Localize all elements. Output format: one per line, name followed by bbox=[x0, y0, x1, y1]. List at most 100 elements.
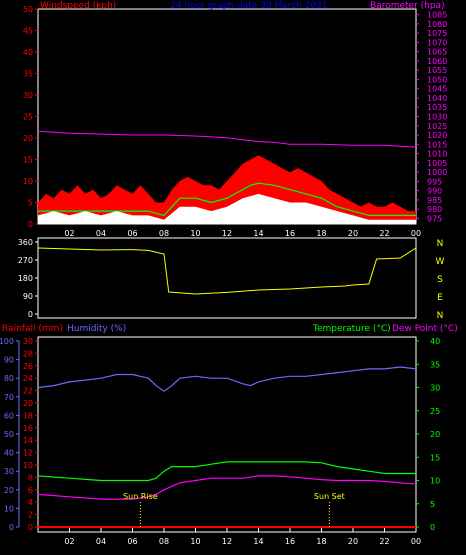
direction-tick-label: 360 bbox=[18, 238, 33, 247]
rain-tick-label: 16 bbox=[23, 424, 33, 433]
climate-x-tick-label: 06 bbox=[127, 537, 137, 546]
wind-left-tick-label: 10 bbox=[23, 177, 33, 186]
wind-right-tick-label: 1010 bbox=[427, 150, 447, 159]
wind-right-tick-label: 1070 bbox=[427, 38, 447, 47]
climate-x-tick-label: 22 bbox=[379, 537, 389, 546]
wind-right-tick-label: 975 bbox=[427, 214, 442, 223]
compass-letter: N bbox=[437, 239, 444, 249]
wind-right-tick-label: 1045 bbox=[427, 85, 447, 94]
wind-left-tick-label: 50 bbox=[23, 5, 33, 14]
wind-right-tick-label: 1020 bbox=[427, 131, 447, 140]
temp-tick-label: 10 bbox=[430, 477, 440, 486]
compass-letter: S bbox=[437, 275, 443, 285]
dewpoint-label: Dew Point (°C) bbox=[392, 324, 458, 334]
wind-x-tick-label: 06 bbox=[127, 229, 137, 238]
wind-right-tick-label: 1035 bbox=[427, 103, 447, 112]
humidity-tick-label: 80 bbox=[4, 374, 14, 383]
climate-x-tick-label: 12 bbox=[222, 537, 232, 546]
wind-left-tick-label: 15 bbox=[23, 156, 33, 165]
rain-tick-label: 18 bbox=[23, 411, 33, 420]
wind-x-tick-label: 16 bbox=[285, 229, 295, 238]
wind-left-tick-label: 35 bbox=[23, 70, 33, 79]
temp-tick-label: 35 bbox=[430, 360, 440, 369]
direction-tick-label: 180 bbox=[18, 274, 33, 283]
rain-tick-label: 10 bbox=[23, 461, 33, 470]
rain-tick-label: 26 bbox=[23, 362, 33, 371]
humidity-tick-label: 30 bbox=[4, 467, 14, 476]
direction-series bbox=[37, 247, 417, 295]
rain-tick-label: 22 bbox=[23, 387, 33, 396]
rain-tick-label: 14 bbox=[23, 436, 33, 445]
compass-letter: W bbox=[436, 257, 445, 267]
wind-left-tick-label: 25 bbox=[23, 113, 33, 122]
humidity-tick-label: 90 bbox=[4, 356, 14, 365]
direction-tick-label: 0 bbox=[28, 310, 33, 319]
temp-tick-label: 5 bbox=[430, 500, 435, 509]
climate-panel-frame bbox=[37, 336, 417, 533]
wind-x-tick-label: 20 bbox=[348, 229, 358, 238]
rain-tick-label: 4 bbox=[28, 498, 33, 507]
temp-tick-label: 25 bbox=[430, 407, 440, 416]
rain-label: Rainfall (mm) bbox=[2, 324, 63, 334]
humidity-tick-label: 20 bbox=[4, 486, 14, 495]
climate-x-tick-label: 14 bbox=[253, 537, 263, 546]
rain-tick-label: 28 bbox=[23, 349, 33, 358]
humidity-tick-label: 50 bbox=[4, 430, 14, 439]
compass-letter: E bbox=[437, 293, 443, 303]
wind-left-tick-label: 45 bbox=[23, 27, 33, 36]
average-series bbox=[38, 182, 416, 217]
wind-x-tick-label: 14 bbox=[253, 229, 263, 238]
wind-right-label: Barometer (hpa) bbox=[370, 1, 445, 11]
humidity-series bbox=[37, 366, 417, 392]
wind-x-tick-label: 10 bbox=[190, 229, 200, 238]
wind-x-tick-label: 12 bbox=[222, 229, 232, 238]
barometer-series bbox=[37, 130, 417, 148]
direction-panel-frame bbox=[37, 237, 417, 319]
climate-x-tick-label: 00 bbox=[411, 537, 421, 546]
wind-right-tick-label: 1050 bbox=[427, 75, 447, 84]
climate-x-tick-label: 18 bbox=[316, 537, 326, 546]
wind-x-tick-label: 22 bbox=[379, 229, 389, 238]
wind-right-tick-label: 1065 bbox=[427, 48, 447, 57]
temperature-label: Temperature (°C) bbox=[312, 324, 391, 334]
humidity-label: Humidity (%) bbox=[67, 324, 126, 334]
wind-left-label: Windspeed (kph) bbox=[40, 1, 116, 11]
climate-x-tick-label: 20 bbox=[348, 537, 358, 546]
wind-left-tick-label: 40 bbox=[23, 48, 33, 57]
rain-tick-label: 6 bbox=[28, 486, 33, 495]
wind-right-tick-label: 1055 bbox=[427, 66, 447, 75]
wind-x-tick-label: 08 bbox=[159, 229, 169, 238]
wind-x-tick-label: 18 bbox=[316, 229, 326, 238]
wind-right-tick-label: 1040 bbox=[427, 94, 447, 103]
wind-right-tick-label: 1075 bbox=[427, 29, 447, 38]
rain-tick-label: 12 bbox=[23, 449, 33, 458]
temp-tick-label: 0 bbox=[430, 523, 435, 532]
wind-right-tick-label: 985 bbox=[427, 196, 442, 205]
direction-tick-label: 270 bbox=[18, 256, 33, 265]
sun-marker-label: Sun Set bbox=[314, 492, 345, 501]
humidity-tick-label: 70 bbox=[4, 393, 14, 402]
climate-x-tick-label: 02 bbox=[64, 537, 74, 546]
temperature-series bbox=[37, 461, 416, 482]
wind-right-tick-label: 1025 bbox=[427, 122, 447, 131]
temp-tick-label: 40 bbox=[430, 337, 440, 346]
humidity-tick-label: 0 bbox=[9, 523, 14, 532]
wind-right-tick-label: 995 bbox=[427, 177, 442, 186]
wind-right-tick-label: 1015 bbox=[427, 140, 447, 149]
wind-right-tick-label: 1060 bbox=[427, 57, 447, 66]
wind-right-tick-label: 1030 bbox=[427, 113, 447, 122]
climate-x-tick-label: 16 bbox=[285, 537, 295, 546]
compass-letter: N bbox=[437, 311, 444, 321]
rain-tick-label: 0 bbox=[28, 523, 33, 532]
rain-tick-label: 24 bbox=[23, 374, 33, 383]
temp-tick-label: 30 bbox=[430, 384, 440, 393]
temp-tick-label: 20 bbox=[430, 430, 440, 439]
humidity-tick-label: 100 bbox=[0, 337, 14, 346]
humidity-tick-label: 60 bbox=[4, 411, 14, 420]
rain-tick-label: 2 bbox=[28, 511, 33, 520]
climate-x-tick-label: 08 bbox=[159, 537, 169, 546]
rain-tick-label: 30 bbox=[23, 337, 33, 346]
dewpoint-series bbox=[37, 475, 417, 500]
wind-x-tick-label: 04 bbox=[96, 229, 106, 238]
